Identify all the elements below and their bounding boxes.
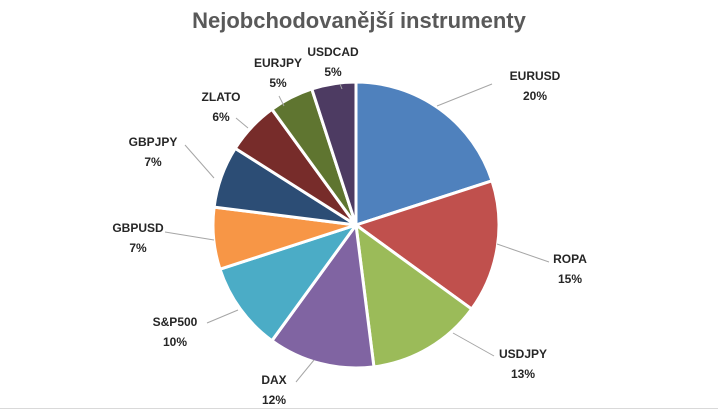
slice-value-s-p500: 10% [163, 335, 187, 349]
slice-value-ropa: 15% [558, 272, 582, 286]
slice-value-eurusd: 20% [523, 89, 547, 103]
leader-line-zlato [235, 117, 249, 129]
slice-label-usdcad: USDCAD [307, 45, 359, 59]
slice-label-eurusd: EURUSD [510, 69, 561, 83]
leader-line-eurusd [436, 83, 493, 107]
slice-label-zlato: ZLATO [202, 90, 241, 104]
slice-value-eurjpy: 5% [269, 76, 287, 90]
slice-label-eurjpy: EURJPY [254, 56, 302, 70]
leader-line-dax [295, 359, 315, 383]
pie-slice-ropa [354, 179, 501, 311]
leader-line-gbpjpy [184, 144, 215, 179]
leader-line-ropa [496, 243, 550, 263]
pie-slice-dax [270, 223, 376, 370]
pie-slice-usdcad [310, 80, 358, 227]
chart-title: Nejobchodovanější instrumenty [192, 8, 526, 33]
slice-label-s-p500: S&P500 [153, 315, 198, 329]
slice-label-usdjpy: USDJPY [499, 347, 547, 361]
slice-value-gbpusd: 7% [129, 241, 147, 255]
slice-value-usdjpy: 13% [511, 367, 535, 381]
leader-line-eurjpy [278, 95, 285, 107]
slice-label-gbpusd: GBPUSD [112, 221, 164, 235]
slice-label-gbpjpy: GBPJPY [129, 135, 178, 149]
leader-line-usdjpy [452, 332, 495, 357]
slice-value-gbpjpy: 7% [144, 155, 162, 169]
slice-label-ropa: ROPA [553, 252, 587, 266]
pie-slice-s-p500 [218, 223, 358, 343]
pie-slice-usdjpy [354, 223, 474, 369]
slice-value-zlato: 6% [212, 110, 230, 124]
slice-value-usdcad: 5% [324, 65, 342, 79]
leader-line-s-p500 [206, 309, 239, 324]
slice-value-dax: 12% [262, 393, 286, 407]
bottom-divider [0, 408, 718, 409]
slice-label-dax: DAX [261, 373, 286, 387]
pie-slice-eurusd [354, 80, 494, 227]
leader-line-gbpusd [164, 231, 215, 241]
leader-line-usdcad [339, 83, 343, 90]
